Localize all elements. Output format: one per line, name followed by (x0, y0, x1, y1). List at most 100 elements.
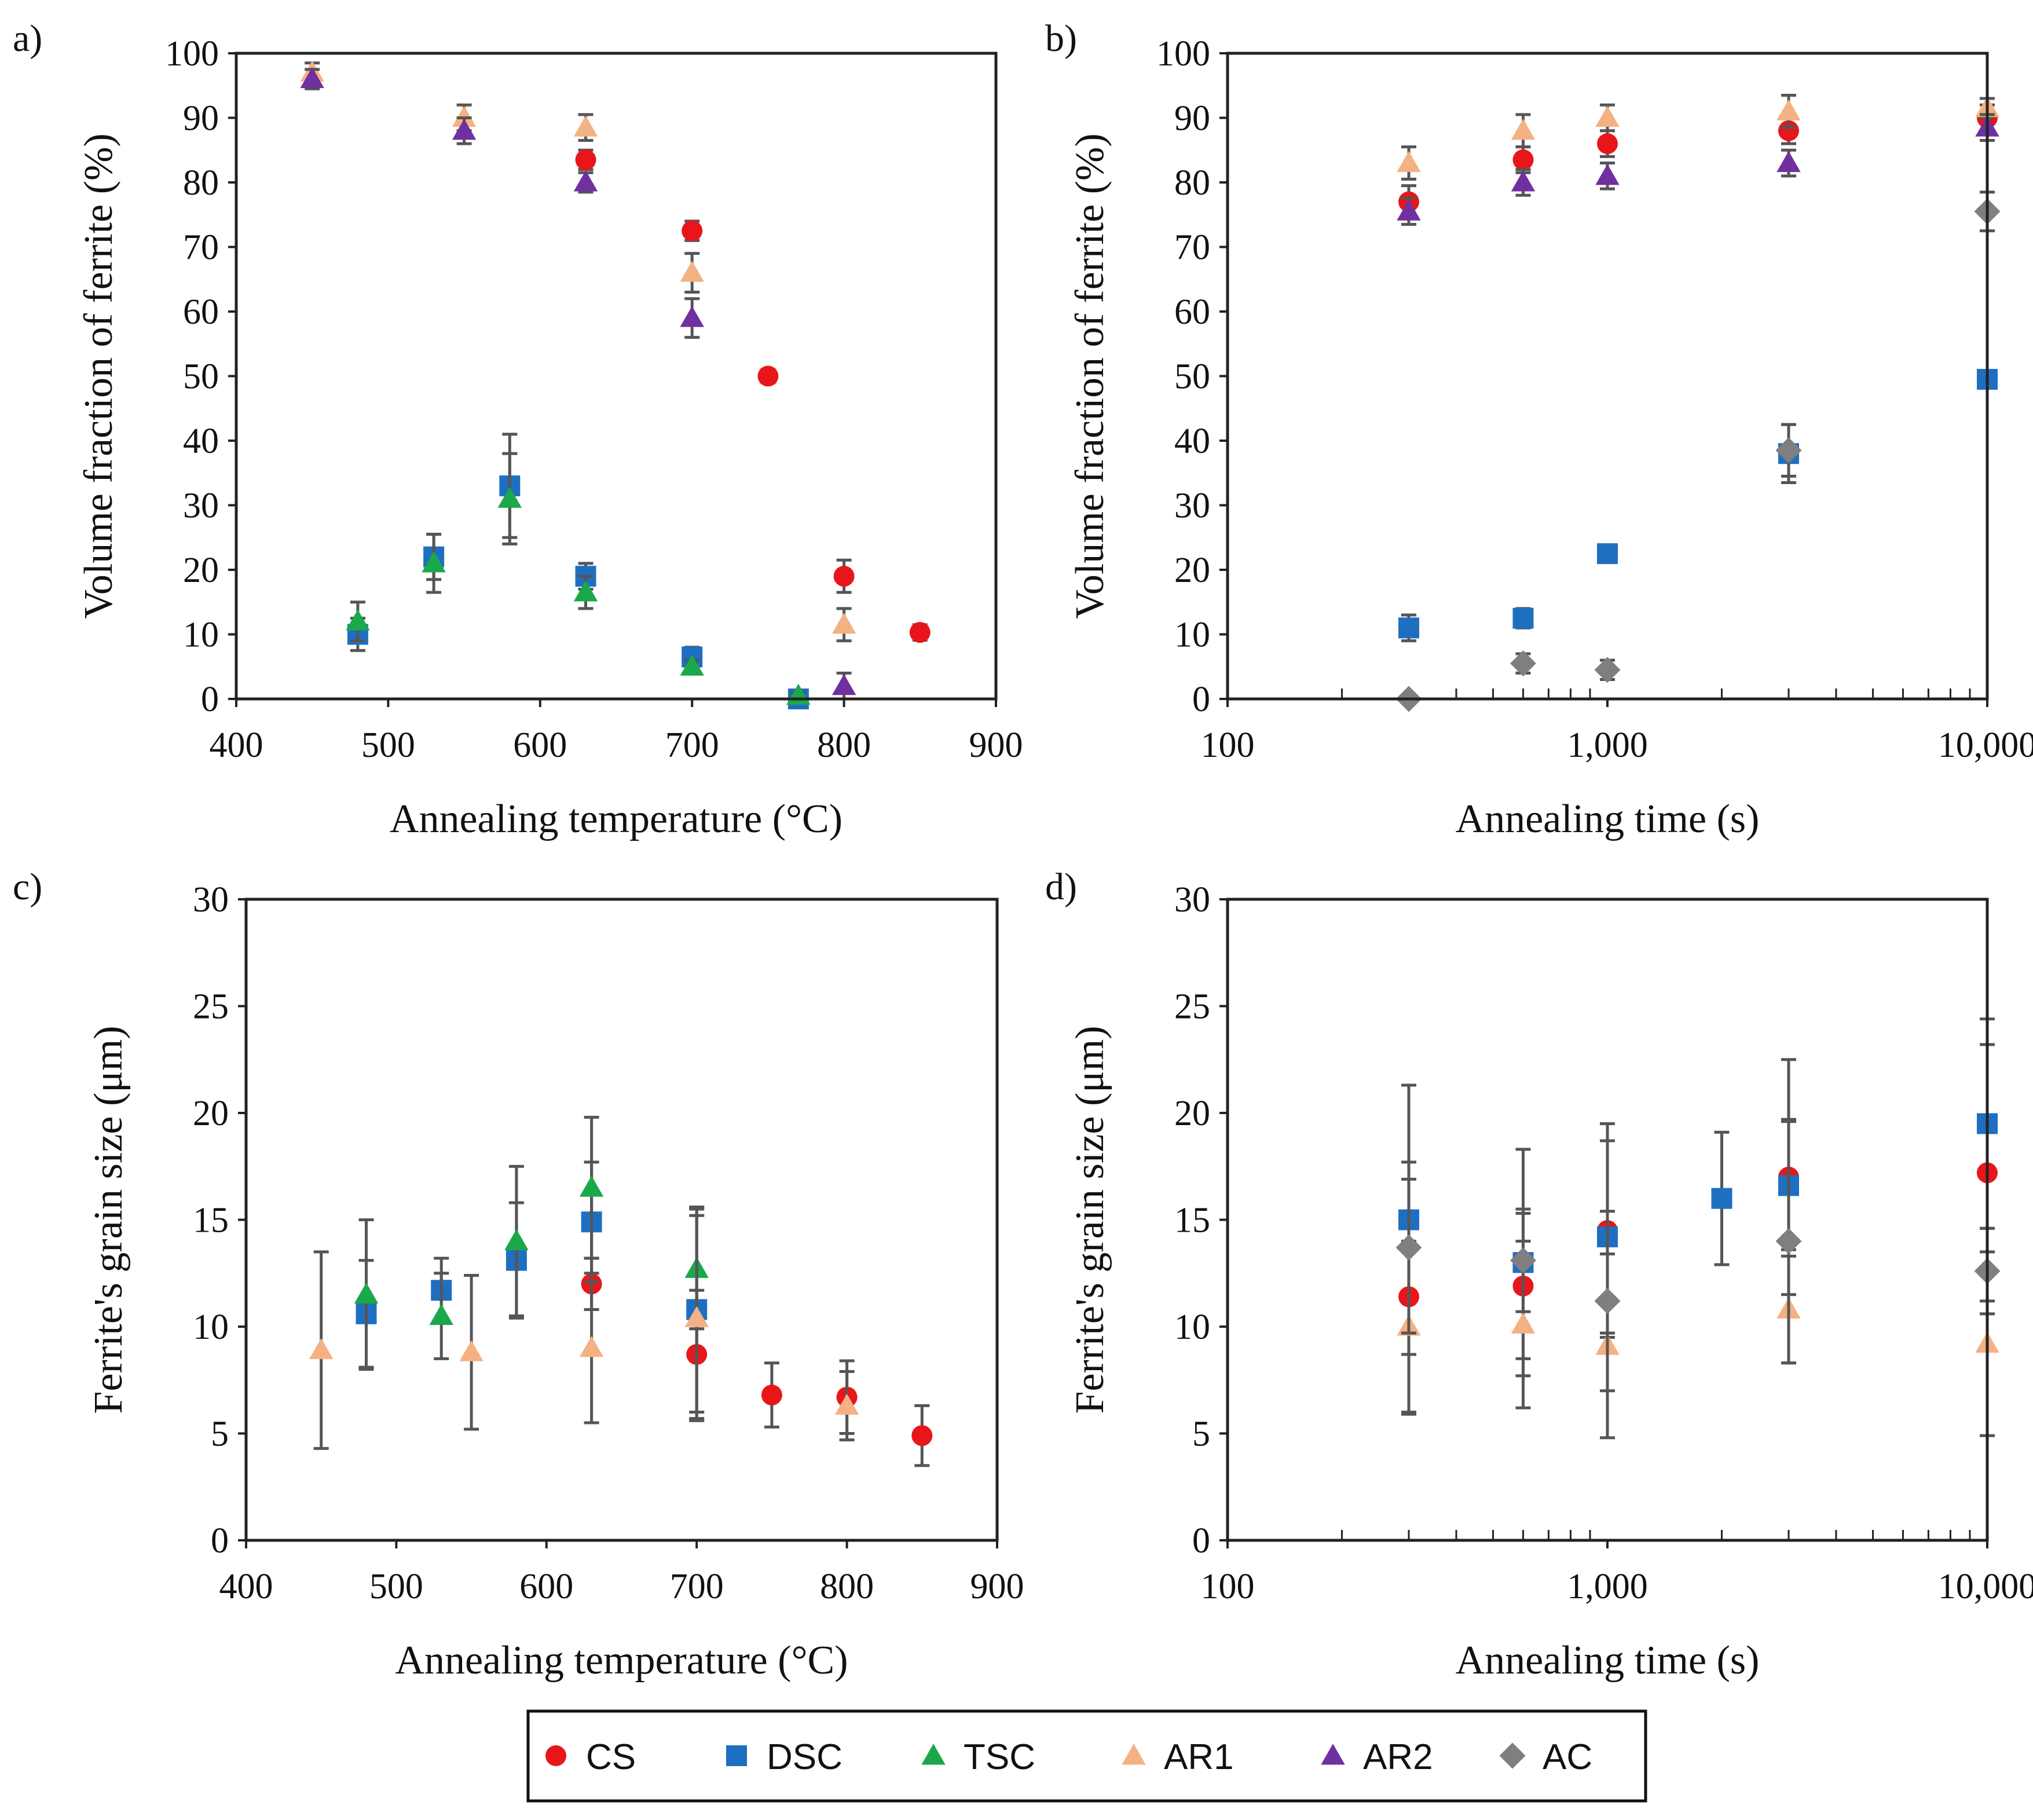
panel-a-ytick-label: 0 (201, 680, 219, 719)
panel-c-xtick-label: 900 (970, 1567, 1024, 1606)
panel-b-point-ac (1510, 650, 1536, 677)
panel-d-plot-frame (1226, 898, 1989, 1542)
panel-c-ticks: 0 5 10 15 20 25 30 400 500 600 700 800 900 (193, 880, 1024, 1606)
panel-c-point-ar1 (579, 1336, 604, 1357)
panel-b-point-dsc (1597, 543, 1618, 565)
legend-label-ar2: AR2 (1363, 1737, 1433, 1777)
panel-d-point-ac (1594, 1288, 1621, 1314)
legend-item-tsc: TSC (921, 1737, 1035, 1777)
panel-a-points (300, 60, 931, 709)
panel-d-ytick-label: 25 (1174, 987, 1210, 1027)
panel-c-point-cs (761, 1385, 782, 1406)
panel-a-ytick-label: 20 (183, 551, 219, 590)
panel-c-point-tsc (429, 1303, 453, 1325)
legend-item-cs: CS (545, 1737, 636, 1777)
panel-b-xtick-label: 1,000 (1567, 726, 1648, 765)
panel-d-ytick-label: 5 (1192, 1415, 1210, 1454)
panel-c-ytick-label: 0 (211, 1521, 229, 1561)
panel-a-point-cs (909, 622, 931, 643)
panel-b-ytick-label: 80 (1174, 163, 1210, 203)
panel-a-ylabel: Volume fraction of ferrite (%) (76, 133, 121, 618)
panel-c-xtick-label: 500 (369, 1567, 423, 1606)
panel-d-ticks: 0 5 10 15 20 25 30 100 1,000 10,000 (1174, 880, 2033, 1606)
panel-b-ytick-label: 10 (1174, 616, 1210, 655)
panel-a-ytick-label: 60 (183, 292, 219, 332)
panel-b-point-ar1 (1511, 119, 1536, 140)
panel-a: a) 0 10 20 30 40 50 60 70 80 90 100 400 500 600 700 800… (13, 17, 1023, 841)
panel-c-point-cs (911, 1425, 933, 1447)
panel-a-ytick-label: 70 (183, 228, 219, 268)
legend-item-ar1: AR1 (1122, 1737, 1234, 1777)
panel-c-xlabel: Annealing temperature (°C) (395, 1638, 848, 1683)
panel-a-ytick-label: 40 (183, 422, 219, 461)
panel-d-points (1395, 1017, 2001, 1440)
legend-item-ar2: AR2 (1321, 1737, 1433, 1777)
panel-c: c) 0 5 10 15 20 25 30 400 500 600 700 800 900 Anneal… (13, 866, 1024, 1683)
panel-c-ytick-label: 25 (193, 987, 229, 1027)
panel-b-point-ar1 (1776, 99, 1801, 120)
panel-d-point-ar1 (1511, 1312, 1536, 1334)
panel-c-ytick-label: 15 (193, 1201, 229, 1240)
panel-a-point-ar2 (680, 306, 704, 327)
panel-a-point-cs (575, 149, 596, 170)
panel-b-ytick-label: 20 (1174, 551, 1210, 590)
panel-c-ytick-label: 5 (211, 1415, 229, 1454)
panel-c-plot-frame (244, 898, 999, 1542)
panel-a-xtick-label: 600 (513, 726, 567, 765)
panel-d-ytick-label: 30 (1174, 880, 1210, 920)
legend-swatch-ar2 (1321, 1744, 1345, 1765)
panel-d-label: d) (1045, 866, 1077, 908)
panel-c-label: c) (13, 866, 42, 908)
panel-c-point-ar1 (834, 1393, 859, 1415)
panel-b-ticks: 0 10 20 30 40 50 60 70 80 90 100 100 1,000 10,000 (1156, 34, 2033, 765)
panel-a-point-ar2 (452, 119, 477, 140)
legend-marker-tsc (921, 1744, 946, 1765)
legend-marker-ar1 (1122, 1744, 1146, 1765)
panel-c-point-tsc (354, 1282, 379, 1304)
panel-c-point-ar1 (309, 1338, 334, 1360)
panel-c-ylabel: Ferrite's grain size (μm) (86, 1026, 131, 1413)
panel-b-point-cs (1597, 133, 1618, 155)
legend-label-cs: CS (586, 1737, 636, 1777)
panel-a-xtick-label: 800 (817, 726, 871, 765)
panel-c-xtick-label: 400 (219, 1567, 273, 1606)
panel-b-ylabel: Volume fraction of ferrite (%) (1068, 133, 1112, 618)
panel-a-point-ar1 (680, 261, 704, 282)
panel-b-point-ar1 (1595, 105, 1620, 127)
legend-label-tsc: TSC (964, 1737, 1035, 1777)
panel-a-point-ar1 (831, 613, 856, 634)
panel-b-xtick-label: 10,000 (1938, 726, 2033, 765)
panel-a-point-ar1 (573, 115, 598, 137)
panel-a-point-cs (682, 220, 703, 241)
panel-d-ytick-label: 10 (1174, 1308, 1210, 1347)
panel-b-point-ac (1775, 437, 1802, 464)
panel-b-ytick-label: 60 (1174, 292, 1210, 332)
legend-label-ar1: AR1 (1164, 1737, 1234, 1777)
panel-b-ytick-label: 50 (1174, 357, 1210, 397)
legend-label-ac: AC (1543, 1737, 1592, 1777)
panel-c-xtick-label: 600 (519, 1567, 573, 1606)
panel-a-ytick-label: 10 (183, 616, 219, 655)
panel-b-ytick-label: 40 (1174, 422, 1210, 461)
panel-c-point-ar1 (459, 1340, 483, 1361)
panel-b-point-dsc (1398, 617, 1419, 639)
panel-a-xlabel: Annealing temperature (°C) (390, 797, 842, 841)
panel-b-point-cs (1778, 120, 1799, 141)
panel-d: d) 0 5 10 15 20 25 30 100 1,000 10,000 Annealing … (1045, 866, 2033, 1683)
panel-a-point-ar2 (300, 67, 324, 89)
panel-a-point-tsc (680, 654, 704, 676)
panel-d-point-ac (1775, 1228, 1802, 1254)
panel-a-ticks: 0 10 20 30 40 50 60 70 80 90 100 400 500 600 700 800 900 (165, 34, 1023, 765)
panel-a-point-tsc (573, 580, 598, 602)
panel-a-point-tsc (497, 486, 522, 508)
legend-marker-cs (545, 1745, 566, 1766)
panel-a-xtick-label: 900 (969, 726, 1023, 765)
panel-a-xtick-label: 700 (665, 726, 719, 765)
panel-a-ytick-label: 90 (183, 99, 219, 138)
panel-b-ytick-label: 0 (1192, 680, 1210, 719)
panel-a-ytick-label: 50 (183, 357, 219, 397)
legend-marker-dsc (726, 1745, 747, 1766)
panel-d-xtick-label: 10,000 (1938, 1567, 2033, 1606)
panel-d-xtick-label: 100 (1201, 1567, 1255, 1606)
panel-b-ytick-label: 90 (1174, 99, 1210, 138)
